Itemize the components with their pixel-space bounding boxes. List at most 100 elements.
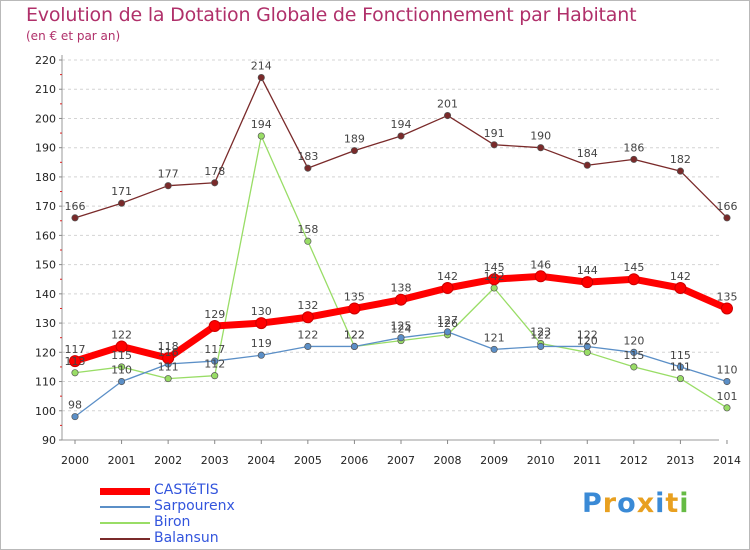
y-tick-label: 210 bbox=[35, 83, 56, 96]
data-point-sarpourenx bbox=[71, 413, 79, 421]
data-point-biron bbox=[630, 363, 638, 371]
logo-letter: t bbox=[665, 488, 680, 519]
data-label-casttis: 135 bbox=[716, 290, 737, 303]
data-label-casttis: 130 bbox=[251, 305, 272, 318]
y-tick-label: 160 bbox=[35, 229, 56, 242]
data-label-casttis: 132 bbox=[297, 299, 318, 312]
x-tick-label: 2001 bbox=[108, 454, 136, 467]
data-label-biron: 113 bbox=[65, 355, 86, 368]
data-point-sarpourenx bbox=[676, 363, 684, 371]
logo-letter: r bbox=[602, 488, 618, 519]
data-point-sarpourenx bbox=[257, 351, 265, 359]
data-point-sarpourenx bbox=[211, 357, 219, 365]
data-point-balansun bbox=[164, 182, 172, 190]
data-label-balansun: 191 bbox=[484, 127, 505, 140]
data-point-balansun bbox=[490, 141, 498, 149]
data-label-sarpourenx: 110 bbox=[716, 364, 737, 377]
data-point-casttis bbox=[301, 311, 314, 324]
legend-item: Sarpourenx bbox=[100, 498, 400, 515]
data-point-casttis bbox=[674, 282, 687, 294]
data-label-sarpourenx: 120 bbox=[623, 334, 644, 347]
y-tick-label: 130 bbox=[35, 317, 56, 330]
legend-label: Sarpourenx bbox=[154, 498, 235, 514]
legend: CASTéTIS Sarpourenx Biron Balansun bbox=[100, 482, 400, 547]
data-point-casttis bbox=[534, 270, 547, 283]
y-tick-label: 170 bbox=[35, 200, 56, 213]
x-axis-ticks: 2000 2001 2002 2003 2004 2005 2006 2007 2008 2009… bbox=[61, 440, 741, 467]
data-label-balansun: 177 bbox=[158, 168, 179, 181]
y-tick-label: 120 bbox=[35, 346, 56, 359]
data-point-sarpourenx bbox=[397, 334, 405, 342]
data-label-casttis: 129 bbox=[204, 308, 225, 321]
logo-letter: x bbox=[636, 488, 656, 519]
data-label-casttis: 138 bbox=[390, 282, 411, 295]
data-point-sarpourenx bbox=[304, 342, 312, 351]
data-point-balansun bbox=[397, 132, 405, 140]
data-label-balansun: 194 bbox=[390, 118, 411, 131]
data-label-biron: 112 bbox=[204, 358, 225, 371]
data-point-casttis bbox=[348, 302, 361, 315]
data-label-balansun: 189 bbox=[344, 133, 365, 146]
data-point-biron bbox=[676, 375, 684, 383]
y-tick-label: 150 bbox=[35, 259, 56, 272]
data-point-sarpourenx bbox=[444, 328, 452, 336]
x-tick-label: 2013 bbox=[666, 454, 694, 467]
series-lines bbox=[69, 73, 733, 421]
data-point-casttis bbox=[394, 293, 407, 306]
x-tick-label: 2004 bbox=[247, 454, 275, 467]
x-tick-label: 2014 bbox=[713, 454, 741, 467]
data-label-sarpourenx: 122 bbox=[297, 328, 318, 341]
x-tick-label: 2000 bbox=[61, 454, 89, 467]
axes bbox=[61, 55, 719, 441]
data-point-balansun bbox=[350, 147, 358, 155]
data-label-biron: 115 bbox=[111, 349, 132, 362]
data-label-sarpourenx: 122 bbox=[530, 328, 551, 341]
y-tick-label: 180 bbox=[35, 171, 56, 184]
data-label-balansun: 183 bbox=[297, 150, 318, 163]
data-label-biron: 111 bbox=[670, 361, 691, 374]
data-point-balansun bbox=[211, 179, 219, 187]
data-point-biron bbox=[118, 363, 126, 371]
data-label-balansun: 201 bbox=[437, 98, 458, 111]
logo-letter: i bbox=[655, 488, 666, 519]
data-point-biron bbox=[490, 284, 498, 292]
legend-label: Balansun bbox=[154, 530, 219, 546]
y-tick-label: 200 bbox=[35, 112, 56, 125]
data-label-biron: 124 bbox=[390, 323, 411, 336]
data-label-biron: 194 bbox=[251, 118, 272, 131]
data-label-balansun: 214 bbox=[251, 60, 272, 73]
data-labels: 166 171 177 178 214 183 189 194 201 191 190 184 186 1… bbox=[65, 60, 738, 412]
data-point-sarpourenx bbox=[630, 348, 638, 356]
data-point-casttis bbox=[720, 302, 733, 315]
data-label-balansun: 190 bbox=[530, 130, 551, 143]
x-tick-label: 2008 bbox=[434, 454, 462, 467]
line-chart: 90 100 110 120 130 140 150 160 170 180 190 200 210 22… bbox=[35, 54, 741, 467]
data-label-casttis: 146 bbox=[530, 258, 551, 271]
data-point-balansun bbox=[118, 199, 126, 207]
data-label-biron: 142 bbox=[484, 270, 505, 283]
data-label-biron: 111 bbox=[158, 361, 179, 374]
data-label-biron: 120 bbox=[577, 334, 598, 347]
data-point-casttis bbox=[208, 320, 221, 332]
legend-label: CASTéTIS bbox=[154, 482, 219, 498]
chart-title: Evolution de la Dotation Globale de Fonc… bbox=[26, 4, 637, 26]
data-label-sarpourenx: 117 bbox=[204, 343, 225, 356]
data-label-casttis: 145 bbox=[623, 261, 644, 274]
data-point-casttis bbox=[162, 352, 175, 365]
data-label-sarpourenx: 115 bbox=[670, 349, 691, 362]
data-point-balansun bbox=[676, 167, 684, 175]
data-point-biron bbox=[164, 375, 172, 383]
logo-letter: o bbox=[617, 488, 637, 519]
data-label-casttis: 135 bbox=[344, 290, 365, 303]
y-axis-ticks: 90 100 110 120 130 140 150 160 170 180 190 200 210 22… bbox=[35, 54, 62, 447]
data-label-sarpourenx: 116 bbox=[158, 346, 179, 359]
legend-item: CASTéTIS bbox=[100, 482, 400, 499]
data-label-sarpourenx: 122 bbox=[344, 328, 365, 341]
data-point-casttis bbox=[627, 273, 640, 286]
legend-swatch bbox=[100, 522, 150, 524]
data-point-balansun bbox=[723, 214, 731, 222]
data-label-sarpourenx: 98 bbox=[68, 399, 82, 412]
data-point-balansun bbox=[444, 111, 452, 120]
data-point-balansun bbox=[537, 144, 545, 152]
data-point-biron bbox=[257, 132, 265, 140]
